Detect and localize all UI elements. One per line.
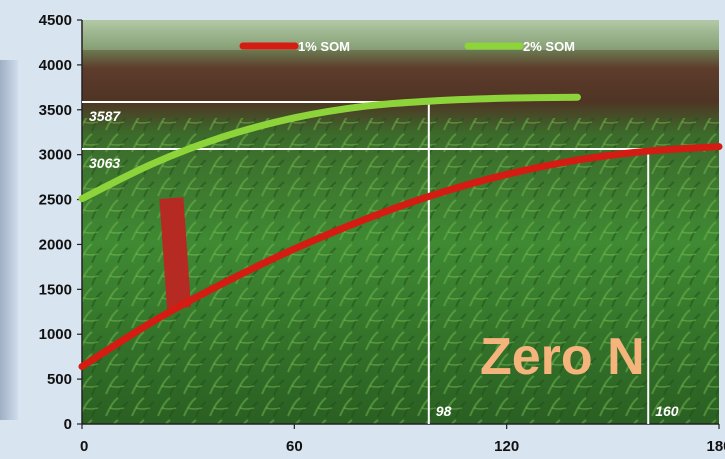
y-tick-label: 3500 — [39, 102, 72, 119]
legend-label: 2% SOM — [523, 39, 575, 54]
field-stake-marker — [159, 197, 192, 309]
legend-label: 1% SOM — [298, 39, 350, 54]
y-tick-label: 500 — [47, 371, 72, 388]
x-tick-label: 0 — [80, 438, 88, 455]
series-line-1 — [78, 143, 723, 371]
x-axis-ticks: 0 60 120 180 — [80, 424, 725, 455]
reference-y-label: 3063 — [89, 155, 120, 171]
reference-lines: 3587 98 3063 160 — [82, 100, 679, 424]
reference-y-label: 3587 — [89, 108, 121, 124]
y-tick-label: 2000 — [39, 236, 72, 253]
x-tick-label: 120 — [494, 438, 519, 455]
y-tick-label: 2500 — [39, 192, 72, 209]
series-lines — [78, 93, 723, 371]
y-tick-label: 3000 — [39, 147, 72, 164]
legend: 1% SOM 2% SOM — [239, 39, 575, 54]
left-edge-decor — [0, 60, 18, 420]
x-tick-label: 180 — [706, 438, 725, 455]
y-tick-label: 1500 — [39, 281, 72, 298]
series-line-2 — [78, 93, 581, 203]
y-tick-label: 0 — [64, 416, 72, 433]
x-tick-label: 60 — [286, 438, 303, 455]
reference-x-label: 98 — [436, 403, 452, 419]
zero-n-annotation: Zero N — [480, 328, 645, 386]
y-axis-ticks: 0 500 1000 1500 2000 2500 3000 3500 4000 4500 — [39, 12, 82, 433]
reference-x-label: 160 — [655, 403, 679, 419]
field-photo-background — [82, 20, 719, 424]
y-tick-label: 4000 — [39, 57, 72, 74]
y-tick-label: 1000 — [39, 326, 72, 343]
y-tick-label: 4500 — [39, 12, 72, 29]
